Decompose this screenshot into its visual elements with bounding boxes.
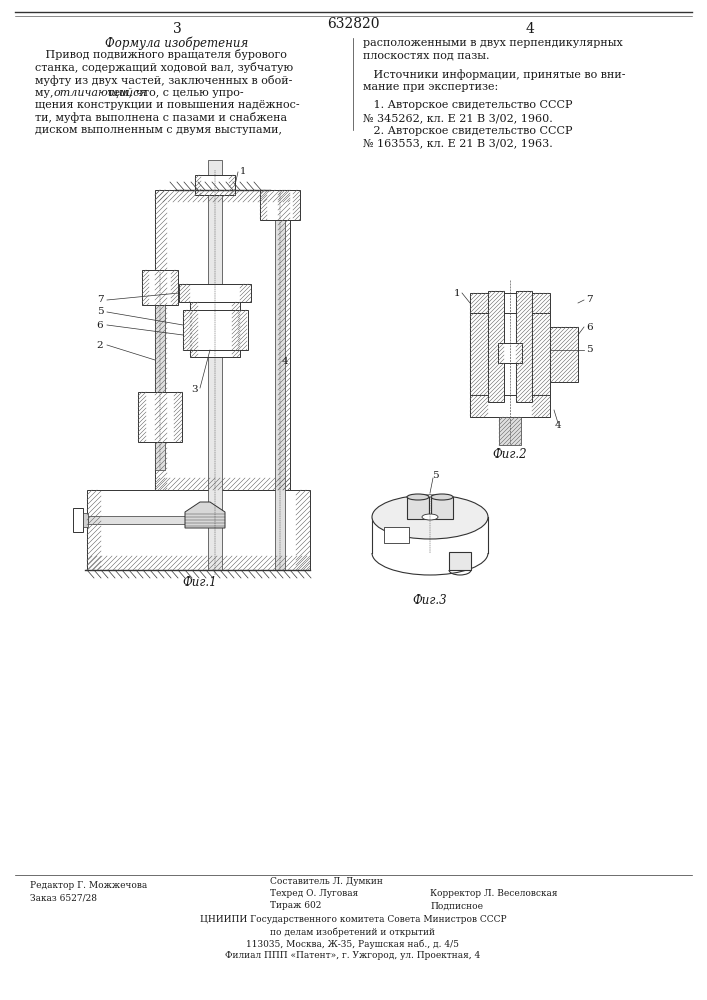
Bar [499,417,521,445]
Text: 632820: 632820 [327,17,379,31]
Bar [550,327,578,382]
Text: 1: 1 [240,167,246,176]
Text: Источники информации, принятые во вни-: Источники информации, принятые во вни- [363,69,626,80]
Bar [260,190,300,220]
Bar [407,497,429,519]
Text: 5: 5 [432,471,438,480]
Bar [470,293,550,313]
Text: Привод подвижного вращателя бурового: Привод подвижного вращателя бурового [35,49,287,60]
Bar [208,160,222,570]
Bar [155,270,165,470]
Text: щения конструкции и повышения надёжнос-: щения конструкции и повышения надёжнос- [35,100,300,110]
Text: 113035, Москва, Ж-35, Раушская наб., д. 4/5: 113035, Москва, Ж-35, Раушская наб., д. … [247,939,460,949]
Text: 1. Авторское свидетельство СССР: 1. Авторское свидетельство СССР [363,101,573,110]
Text: Формула изобретения: Формула изобретения [105,36,249,50]
Bar [88,516,188,524]
Text: Филиал ППП «Патент», г. Ужгород, ул. Проектная, 4: Филиал ППП «Патент», г. Ужгород, ул. Про… [226,952,481,960]
Text: Фиг.3: Фиг.3 [413,593,448,606]
Bar [470,313,488,395]
Bar [431,497,453,519]
Text: 5: 5 [586,346,592,355]
Bar [73,508,83,532]
Text: 2: 2 [97,340,103,350]
Text: Подписное: Подписное [430,902,483,910]
Text: 7: 7 [586,296,592,304]
Text: 2. Авторское свидетельство СССР: 2. Авторское свидетельство СССР [363,125,573,135]
Text: по делам изобретений и открытий: по делам изобретений и открытий [271,927,436,937]
Ellipse shape [372,495,488,539]
Text: Техред О. Луговая: Техред О. Луговая [270,890,358,898]
Bar [87,490,310,570]
Text: расположенными в двух перпендикулярных: расположенными в двух перпендикулярных [363,38,623,48]
Text: Заказ 6527/28: Заказ 6527/28 [30,894,97,902]
Text: 5: 5 [97,308,103,316]
Text: 4: 4 [555,420,561,430]
Bar [183,310,248,350]
Text: отличающийся: отличающийся [53,87,147,98]
Bar [470,395,550,417]
Bar [142,270,178,305]
Bar [197,324,204,336]
Bar [226,324,233,336]
Bar [449,552,471,570]
Text: 6: 6 [586,322,592,332]
Text: Фиг.2: Фиг.2 [493,448,527,462]
Bar [275,190,285,570]
Bar [190,302,240,357]
Text: ти, муфта выполнена с пазами и снабжена: ти, муфта выполнена с пазами и снабжена [35,112,287,123]
Bar [384,527,409,543]
Text: 3: 3 [173,22,182,36]
Ellipse shape [407,494,429,500]
Bar [532,313,550,395]
Bar [83,513,88,527]
Bar [498,343,522,363]
Bar [138,392,182,442]
Text: диском выполненным с двумя выступами,: диском выполненным с двумя выступами, [35,125,282,135]
Text: плоскостях под пазы.: плоскостях под пазы. [363,50,489,60]
Text: № 345262, кл. Е 21 В 3/02, 1960.: № 345262, кл. Е 21 В 3/02, 1960. [363,113,553,123]
Text: муфту из двух частей, заключенных в обой-: муфту из двух частей, заключенных в обой… [35,75,293,86]
Text: 6: 6 [97,320,103,330]
Polygon shape [185,502,225,528]
Text: 4: 4 [281,358,288,366]
Ellipse shape [422,514,438,520]
Bar [155,190,290,490]
Text: ЦНИИПИ Государственного комитета Совета Министров СССР: ЦНИИПИ Государственного комитета Совета … [199,916,506,924]
Text: Фиг.1: Фиг.1 [182,576,217,588]
Text: Корректор Л. Веселовская: Корректор Л. Веселовская [430,890,558,898]
Bar [429,495,431,517]
Bar [204,315,226,345]
Bar [179,284,251,302]
Text: мание при экспертизе:: мание при экспертизе: [363,82,498,92]
Text: № 163553, кл. Е 21 В 3/02, 1963.: № 163553, кл. Е 21 В 3/02, 1963. [363,138,553,148]
Text: 1: 1 [453,288,460,298]
Text: Редактор Г. Можжечова: Редактор Г. Можжечова [30,880,147,890]
Text: 7: 7 [97,296,103,304]
Bar [488,291,504,402]
Bar [516,291,532,402]
Bar [195,175,235,195]
Text: станка, содержащий ходовой вал, зубчатую: станка, содержащий ходовой вал, зубчатую [35,62,293,73]
Text: му,: му, [35,88,57,98]
Text: Тираж 602: Тираж 602 [270,902,322,910]
Text: 3: 3 [192,385,198,394]
Text: Составитель Л. Думкин: Составитель Л. Думкин [270,878,383,886]
Text: 4: 4 [525,22,534,36]
Text: тем, что, с целью упро-: тем, что, с целью упро- [104,88,243,98]
Ellipse shape [431,494,453,500]
